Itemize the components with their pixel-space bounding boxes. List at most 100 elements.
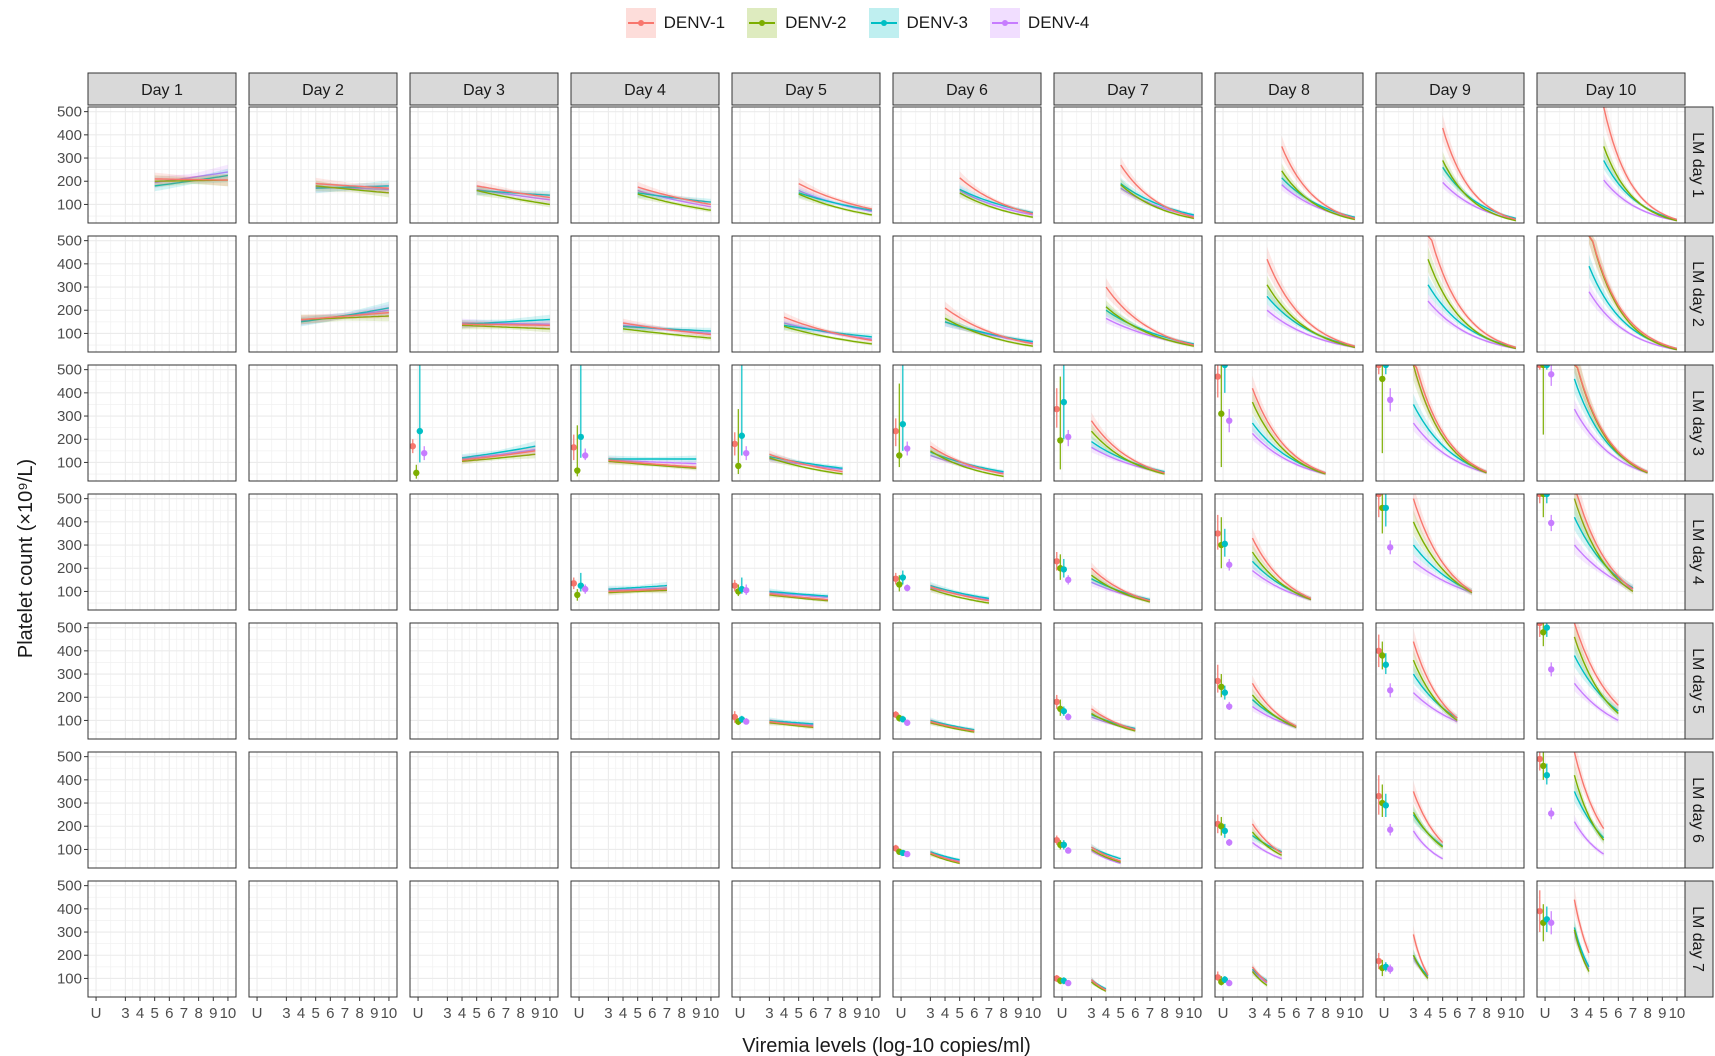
- series-line: [1573, 636, 1619, 715]
- panel-curves: [944, 301, 1034, 348]
- data-point: [1387, 826, 1394, 833]
- panel-border: [248, 880, 398, 998]
- x-tick-label: 5: [1117, 1005, 1125, 1022]
- series-line: [1573, 929, 1590, 972]
- row-strip-label: LM day 4: [1689, 519, 1706, 585]
- panel: [1215, 881, 1363, 997]
- x-tick-label: U: [1218, 1005, 1229, 1022]
- series-line: [1105, 286, 1195, 346]
- data-point: [413, 469, 420, 477]
- legend-item-denv-2: DENV-2: [747, 8, 847, 38]
- y-tick-label: 400: [57, 514, 82, 531]
- panel-curves: [1281, 135, 1356, 221]
- series-line: [1573, 927, 1590, 968]
- series-line: [1090, 979, 1107, 991]
- data-point: [1221, 365, 1229, 369]
- row-strip: LM day 5: [1684, 622, 1714, 740]
- series-line: [1251, 551, 1312, 601]
- y-tick-label: 400: [57, 772, 82, 789]
- series-line: [154, 178, 228, 181]
- panel-curves: [1266, 246, 1356, 349]
- series-line: [944, 317, 1034, 347]
- panel-border: [892, 751, 1042, 869]
- panel-border: [248, 622, 398, 740]
- confidence-band: [462, 441, 536, 462]
- series-line: [769, 453, 843, 473]
- x-tick-label: 4: [1585, 1005, 1593, 1022]
- panel: [410, 881, 558, 997]
- x-tick-label: 3: [926, 1005, 934, 1022]
- x-tick-label: 4: [941, 1005, 949, 1022]
- column-strip: Day 3: [409, 72, 559, 106]
- series-line: [608, 584, 668, 590]
- panel: [249, 107, 397, 223]
- confidence-band: [1428, 236, 1516, 349]
- x-tick-label: 10: [1186, 1005, 1203, 1022]
- x-tick-label: U: [574, 1005, 585, 1022]
- data-point: [732, 440, 738, 448]
- panel-curves: [608, 581, 668, 596]
- confidence-band: [1252, 528, 1311, 601]
- legend-item-denv-3: DENV-3: [868, 8, 968, 38]
- panel: [410, 752, 558, 868]
- panel-points: [732, 711, 750, 726]
- data-point: [743, 718, 750, 725]
- x-tick-label: 5: [473, 1005, 481, 1022]
- data-point: [1379, 375, 1386, 383]
- series-line: [461, 324, 550, 330]
- confidence-band: [1413, 807, 1443, 850]
- series-line: [1573, 682, 1619, 722]
- panel-border: [87, 106, 237, 224]
- series-line: [930, 445, 1004, 475]
- panel-border: [1536, 364, 1686, 482]
- panel-points: [1215, 971, 1233, 987]
- x-tick-label: 8: [677, 1005, 685, 1022]
- series-line: [1442, 160, 1517, 222]
- x-tick-label: 4: [1424, 1005, 1432, 1022]
- panel: [1054, 107, 1202, 223]
- panel: [732, 365, 880, 481]
- panel-points: [1215, 664, 1233, 710]
- data-point: [1379, 652, 1386, 659]
- panel: [1376, 365, 1524, 481]
- series-line: [1412, 673, 1458, 719]
- panel-border: [1375, 235, 1525, 353]
- series-line: [461, 453, 536, 462]
- panel: [1054, 752, 1202, 868]
- confidence-band: [1252, 391, 1326, 476]
- y-tick-label: 100: [57, 712, 82, 729]
- data-point: [904, 719, 911, 726]
- panel: [1215, 236, 1363, 352]
- series-line: [1251, 969, 1268, 984]
- panel-border: [731, 493, 881, 611]
- data-point: [1537, 623, 1543, 627]
- y-tick-label: 500: [57, 491, 82, 508]
- panel-border: [248, 493, 398, 611]
- x-tick-label: 5: [312, 1005, 320, 1022]
- x-tick-label: 3: [1248, 1005, 1256, 1022]
- series-line: [1588, 291, 1678, 351]
- x-tick-label: 5: [151, 1005, 159, 1022]
- series-line: [608, 459, 697, 468]
- panel: [249, 236, 397, 352]
- panel: [1376, 752, 1524, 868]
- panel-border: [1053, 751, 1203, 869]
- confidence-band: [1413, 494, 1472, 595]
- data-point: [416, 427, 424, 435]
- confidence-band: [1428, 275, 1516, 349]
- panel: [1537, 494, 1685, 610]
- legend-key: [625, 8, 656, 38]
- confidence-band: [1106, 278, 1194, 347]
- x-tick-label: U: [91, 1005, 102, 1022]
- y-tick-label: 400: [57, 256, 82, 273]
- x-tick-label: 7: [1146, 1005, 1154, 1022]
- confidence-band: [1603, 173, 1677, 222]
- y-tick-label: 200: [57, 818, 82, 835]
- confidence-band: [1428, 293, 1516, 350]
- series-line: [1573, 365, 1648, 473]
- panel-points: [571, 572, 589, 601]
- confidence-band: [1252, 375, 1326, 475]
- panel-curves: [154, 164, 229, 192]
- data-point: [732, 582, 738, 589]
- panel-curves: [1090, 562, 1151, 604]
